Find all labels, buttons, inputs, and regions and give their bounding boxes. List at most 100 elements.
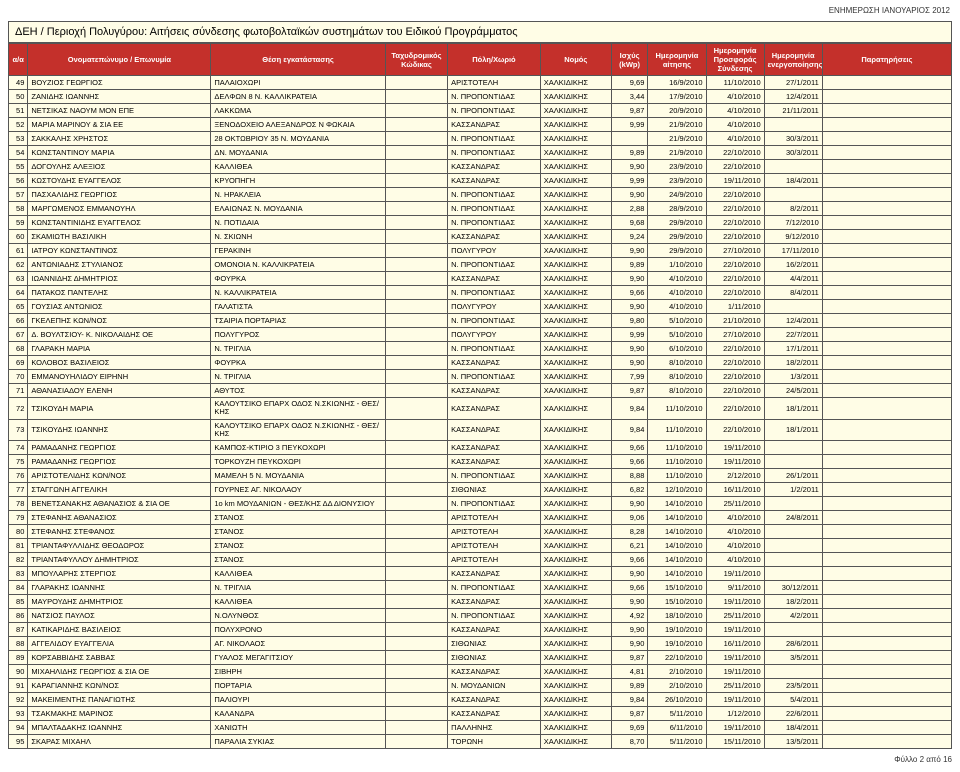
table-cell xyxy=(822,356,951,370)
table-cell: ΣΤΑΝΟΣ xyxy=(211,525,385,539)
col-header: Ημερομηνία αίτησης xyxy=(648,44,706,76)
table-cell xyxy=(822,441,951,455)
table-cell: ΠΟΡΤΑΡΙΑ xyxy=(211,679,385,693)
table-cell xyxy=(822,272,951,286)
table-cell: Ν. ΠΟΤΙΔΑΙΑ xyxy=(211,216,385,230)
table-cell: 81 xyxy=(9,539,28,553)
table-cell: 12/4/2011 xyxy=(764,90,822,104)
table-cell: 16/2/2011 xyxy=(764,258,822,272)
table-cell xyxy=(764,441,822,455)
footer: Φύλλο 2 από 16 xyxy=(8,749,952,764)
table-cell: 22/10/2010 xyxy=(706,272,764,286)
table-cell: 24/5/2011 xyxy=(764,384,822,398)
table-cell: ΧΑΛΚΙΔΙΚΗΣ xyxy=(540,356,611,370)
table-cell: 2,88 xyxy=(611,202,648,216)
table-cell: 71 xyxy=(9,384,28,398)
table-cell xyxy=(822,202,951,216)
table-cell: 9,66 xyxy=(611,553,648,567)
table-cell xyxy=(385,469,447,483)
table-cell: ΣΤΑΝΟΣ xyxy=(211,539,385,553)
table-cell xyxy=(385,76,447,90)
table-cell: ΧΑΛΚΙΔΙΚΗΣ xyxy=(540,300,611,314)
table-cell: 8/10/2010 xyxy=(648,384,706,398)
table-cell: ΓΑΛΑΤΙΣΤΑ xyxy=(211,300,385,314)
table-cell: 22/10/2010 xyxy=(648,651,706,665)
table-cell xyxy=(822,419,951,441)
table-cell: 11/10/2010 xyxy=(648,441,706,455)
table-cell: 8/4/2011 xyxy=(764,286,822,300)
table-cell: 9,66 xyxy=(611,581,648,595)
table-cell: 9,90 xyxy=(611,272,648,286)
table-cell xyxy=(611,132,648,146)
table-cell xyxy=(822,188,951,202)
table-cell: ΧΑΛΚΙΔΙΚΗΣ xyxy=(540,441,611,455)
table-cell: 76 xyxy=(9,469,28,483)
table-cell: ΑΡΙΣΤΟΤΕΛΗ xyxy=(448,525,541,539)
table-cell: ΧΑΛΚΙΔΙΚΗΣ xyxy=(540,455,611,469)
table-cell: ΔΟΓΟΥΛΗΣ ΑΛΕΞΙΟΣ xyxy=(28,160,211,174)
table-cell: 30/3/2011 xyxy=(764,146,822,160)
table-cell xyxy=(385,174,447,188)
table-cell: 94 xyxy=(9,721,28,735)
table-cell: ΧΑΛΚΙΔΙΚΗΣ xyxy=(540,370,611,384)
header-right: ΕΝΗΜΕΡΩΣΗ ΙΑΝΟΥΑΡΙΟΣ 2012 xyxy=(8,4,952,21)
table-cell: 52 xyxy=(9,118,28,132)
table-cell: 9,87 xyxy=(611,707,648,721)
table-cell xyxy=(822,216,951,230)
table-cell: ΠΑΛΙΟΥΡΙ xyxy=(211,693,385,707)
table-body: 49ΒΟΥΖΙΟΣ ΓΕΩΡΓΙΟΣΠΑΛΑΙΟΧΩΡΙΑΡΙΣΤΟΤΕΛΗΧΑ… xyxy=(9,76,952,749)
table-cell: ΚΩΝΣΤΑΝΤΙΝΙΔΗΣ ΕΥΑΓΓΕΛΟΣ xyxy=(28,216,211,230)
table-cell: 1/3/2011 xyxy=(764,370,822,384)
main-table: α/αΟνοματεπώνυμο / ΕπωνυμίαΘέση εγκατάστ… xyxy=(8,43,952,749)
table-row: 87ΚΑΤΙΚΑΡΙΔΗΣ ΒΑΣΙΛΕΙΟΣΠΟΛΥΧΡΟΝΟΚΑΣΣΑΝΔΡ… xyxy=(9,623,952,637)
table-cell: ΧΑΛΚΙΔΙΚΗΣ xyxy=(540,539,611,553)
table-cell: 14/10/2010 xyxy=(648,567,706,581)
table-cell: ΜΑΚΕΙΜΕΝΤΗΣ ΠΑΝΑΓΙΩΤΗΣ xyxy=(28,693,211,707)
table-cell: 5/10/2010 xyxy=(648,328,706,342)
table-row: 54ΚΩΝΣΤΑΝΤΙΝΟΥ ΜΑΡΙΑΔΝ. ΜΟΥΔΑΝΙΑΝ. ΠΡΟΠΟ… xyxy=(9,146,952,160)
table-cell xyxy=(822,721,951,735)
table-cell: 64 xyxy=(9,286,28,300)
table-cell: ΜΑΡΙΑ ΜΑΡΙΝΟΥ & ΣΙΑ ΕΕ xyxy=(28,118,211,132)
table-cell: ΜΙΧΑΗΛΙΔΗΣ ΓΕΩΡΓΙΟΣ & ΣΙΑ ΟΕ xyxy=(28,665,211,679)
table-cell: 9,89 xyxy=(611,258,648,272)
table-cell: ΧΑΛΚΙΔΙΚΗΣ xyxy=(540,258,611,272)
table-cell: Ν. ΠΡΟΠΟΝΤΙΔΑΣ xyxy=(448,469,541,483)
table-cell: 4/10/2010 xyxy=(706,132,764,146)
table-cell: ΤΣΑΙΡΙΑ ΠΟΡΤΑΡΙΑΣ xyxy=(211,314,385,328)
table-cell: 25/11/2010 xyxy=(706,679,764,693)
table-cell: 4/10/2010 xyxy=(706,525,764,539)
table-cell xyxy=(764,497,822,511)
table-cell: ΟΜΟΝΟΙΑ Ν. ΚΑΛΛΙΚΡΑΤΕΙΑ xyxy=(211,258,385,272)
table-cell: 9,90 xyxy=(611,497,648,511)
table-cell: ΧΑΝΙΩΤΗ xyxy=(211,721,385,735)
table-cell: ΚΩΝΣΤΑΝΤΙΝΟΥ ΜΑΡΙΑ xyxy=(28,146,211,160)
table-cell: ΞΕΝΟΔΟΧΕΙΟ ΑΛΕΞΑΝΔΡΟΣ Ν ΦΩΚΑΙΑ xyxy=(211,118,385,132)
table-cell: ΚΑΣΣΑΝΔΡΑΣ xyxy=(448,455,541,469)
table-cell: 22/10/2010 xyxy=(706,286,764,300)
table-cell xyxy=(385,735,447,749)
table-cell: 5/11/2010 xyxy=(648,735,706,749)
table-cell: ΚΑΜΠΟΣ-ΚΤΙΡΙΟ 3 ΠΕΥΚΟΧΩΡΙ xyxy=(211,441,385,455)
col-header: Θέση εγκατάστασης xyxy=(211,44,385,76)
table-cell: 17/9/2010 xyxy=(648,90,706,104)
table-cell: Ν. ΠΡΟΠΟΝΤΙΔΑΣ xyxy=(448,286,541,300)
table-row: 71ΑΘΑΝΑΣΙΑΔΟΥ ΕΛΕΝΗΑΘΥΤΟΣΚΑΣΣΑΝΔΡΑΣΧΑΛΚΙ… xyxy=(9,384,952,398)
table-cell: 54 xyxy=(9,146,28,160)
table-cell: ΧΑΛΚΙΔΙΚΗΣ xyxy=(540,637,611,651)
table-cell: 28/9/2010 xyxy=(648,202,706,216)
table-cell xyxy=(822,651,951,665)
table-cell: 21/9/2010 xyxy=(648,132,706,146)
table-cell: ΧΑΛΚΙΔΙΚΗΣ xyxy=(540,469,611,483)
table-cell xyxy=(764,160,822,174)
table-cell xyxy=(385,146,447,160)
table-cell: 73 xyxy=(9,419,28,441)
table-cell: 2/10/2010 xyxy=(648,679,706,693)
table-cell: ΓΕΡΑΚΙΝΗ xyxy=(211,244,385,258)
table-cell: Ν. ΠΡΟΠΟΝΤΙΔΑΣ xyxy=(448,258,541,272)
table-cell: ΧΑΛΚΙΔΙΚΗΣ xyxy=(540,581,611,595)
table-cell: 23/5/2011 xyxy=(764,679,822,693)
table-row: 74ΡΑΜΑΔΑΝΗΣ ΓΕΩΡΓΙΟΣΚΑΜΠΟΣ-ΚΤΙΡΙΟ 3 ΠΕΥΚ… xyxy=(9,441,952,455)
table-cell: ΚΑΣΣΑΝΔΡΑΣ xyxy=(448,441,541,455)
table-cell: 9,99 xyxy=(611,174,648,188)
